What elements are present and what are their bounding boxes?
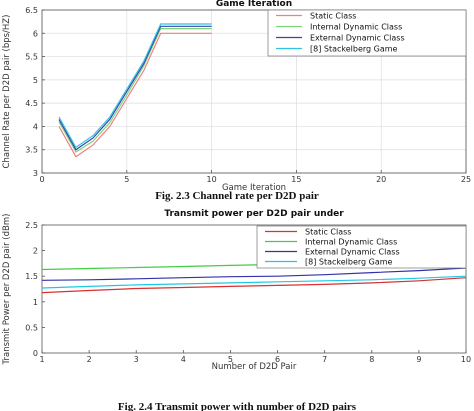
y-tick-label: 2 xyxy=(33,247,38,256)
series-line xyxy=(58,32,212,158)
series-line xyxy=(41,277,467,294)
y-axis-label: Channel Rate per D2D pair (bps/HZ) xyxy=(2,15,12,169)
series-line xyxy=(58,28,212,153)
y-tick-label: 3 xyxy=(33,169,38,178)
axes-frame xyxy=(41,9,467,174)
x-tick-label: 8 xyxy=(369,355,374,364)
y-axis-label: Transmit Power per D2D pair (dBm) xyxy=(2,214,12,366)
y-tick-label: 2.5 xyxy=(25,221,38,230)
y-tick-label: 1 xyxy=(33,298,38,307)
series-line xyxy=(41,267,467,281)
y-tick-label: 1.5 xyxy=(25,272,38,281)
x-tick-label: 1 xyxy=(39,355,44,364)
channel-rate-chart: 0 5 10 15 20 25 3 3.5 4 4.5 5 5.5 6 6.5 Game Iteration… xyxy=(2,0,471,193)
x-tick-label: 0 xyxy=(39,175,44,184)
x-tick-label: 10 xyxy=(207,175,217,184)
figure-caption-1: Fig. 2.3 Channel rate per D2D pair xyxy=(155,190,319,202)
x-tick-label: 7 xyxy=(322,355,327,364)
x-tick-label: 10 xyxy=(461,355,471,364)
x-axis-label: Number of D2D Pair xyxy=(212,362,297,372)
x-tick-label: 3 xyxy=(134,355,139,364)
legend-label: Internal Dynamic Class xyxy=(305,238,397,247)
legend-label: [8] Stackelberg Game xyxy=(305,258,393,267)
x-tick-label: 15 xyxy=(291,175,301,184)
figure-caption-2: Fig. 2.4 Transmit power with number of D… xyxy=(118,401,357,411)
legend-label: Static Class xyxy=(310,12,356,21)
y-tick-label: 4 xyxy=(33,122,38,131)
series-line xyxy=(41,275,467,289)
y-tick-label: 5.5 xyxy=(25,53,38,62)
axes-frame xyxy=(41,224,467,354)
y-tick-label: 3.5 xyxy=(25,146,38,155)
legend: Static Class Internal Dynamic Class Extern… xyxy=(267,9,467,57)
x-tick-label: 4 xyxy=(181,355,186,364)
x-tick-label: 5 xyxy=(124,175,129,184)
legend-label: External Dynamic Class xyxy=(310,34,405,43)
legend-label: External Dynamic Class xyxy=(305,248,400,257)
y-tick-label: 6.5 xyxy=(25,6,38,15)
y-tick-label: 4.5 xyxy=(25,99,38,108)
x-tick-label: 6 xyxy=(275,355,280,364)
series-line xyxy=(58,25,212,151)
y-tick-label: 5 xyxy=(33,76,38,85)
transmit-power-chart: 1 2 3 4 5 6 7 8 9 10 0 0.5 1 1.5 2 2.5 Transmit power pe… xyxy=(2,209,471,372)
x-tick-label: 9 xyxy=(416,355,421,364)
x-tick-label: 20 xyxy=(376,175,386,184)
chart-title: Transmit power per D2D pair under xyxy=(164,209,344,219)
x-tick-label: 2 xyxy=(87,355,92,364)
y-tick-label: 0 xyxy=(33,349,38,358)
series-line xyxy=(58,23,212,149)
y-tick-label: 0.5 xyxy=(25,323,38,332)
x-tick-label: 25 xyxy=(461,175,471,184)
x-tick-label: 5 xyxy=(228,355,233,364)
legend-label: [8] Stackelberg Game xyxy=(310,45,398,54)
chart-title: Game Iteration xyxy=(216,0,292,9)
legend-label: Static Class xyxy=(305,228,351,237)
legend-label: Internal Dynamic Class xyxy=(310,23,402,32)
y-tick-label: 6 xyxy=(33,29,38,38)
x-axis-label: Game Iteration xyxy=(222,183,286,193)
